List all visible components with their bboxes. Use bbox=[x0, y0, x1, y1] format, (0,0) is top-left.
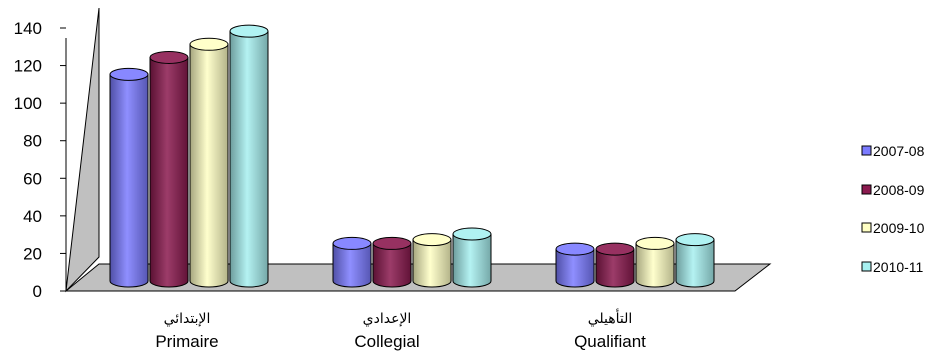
y-tick-label: 140 bbox=[14, 19, 42, 38]
bar bbox=[595, 242, 635, 288]
bar bbox=[635, 236, 675, 288]
y-tick-label: 60 bbox=[23, 169, 42, 188]
legend-swatch bbox=[861, 184, 872, 195]
bar bbox=[412, 233, 452, 288]
legend: 2007-08 2008-09 2009-10 2010-11 bbox=[861, 143, 925, 275]
bar bbox=[332, 236, 372, 288]
y-tick-label: 120 bbox=[14, 57, 42, 76]
back-wall bbox=[65, 7, 100, 293]
y-tick-label: 80 bbox=[23, 132, 42, 151]
y-tick-label: 100 bbox=[14, 94, 42, 113]
bar bbox=[229, 24, 269, 288]
legend-swatch bbox=[861, 145, 872, 156]
category-label-ar: الإبتدائي bbox=[164, 311, 211, 327]
legend-label: 2008-09 bbox=[873, 182, 925, 198]
bar bbox=[149, 50, 189, 288]
bar bbox=[452, 227, 492, 288]
legend-label: 2009-10 bbox=[873, 220, 925, 236]
legend-swatch bbox=[861, 261, 872, 272]
category-labels: الإبتدائي Primaire الإعدادي Collegial التأهي… bbox=[155, 308, 646, 351]
bar bbox=[555, 242, 595, 288]
category-label: Qualifiant bbox=[574, 332, 646, 351]
bars bbox=[109, 24, 715, 288]
legend-swatch bbox=[861, 222, 872, 233]
legend-label: 2007-08 bbox=[873, 143, 925, 159]
y-tick-label: 20 bbox=[23, 244, 42, 263]
category-label-ar: الإعدادي bbox=[363, 311, 412, 327]
y-tick-label: 0 bbox=[33, 282, 42, 301]
category-label-ar: التأهيلي bbox=[588, 308, 633, 327]
bar bbox=[189, 37, 229, 288]
bar bbox=[372, 236, 412, 288]
y-axis-ticks: 0 20 40 60 80 100 120 140 bbox=[14, 19, 66, 301]
category-label: Collegial bbox=[354, 332, 419, 351]
category-label: Primaire bbox=[155, 332, 218, 351]
y-tick-label: 40 bbox=[23, 207, 42, 226]
bar bbox=[109, 67, 149, 288]
legend-label: 2010-11 bbox=[873, 259, 924, 275]
bar bbox=[675, 233, 715, 288]
